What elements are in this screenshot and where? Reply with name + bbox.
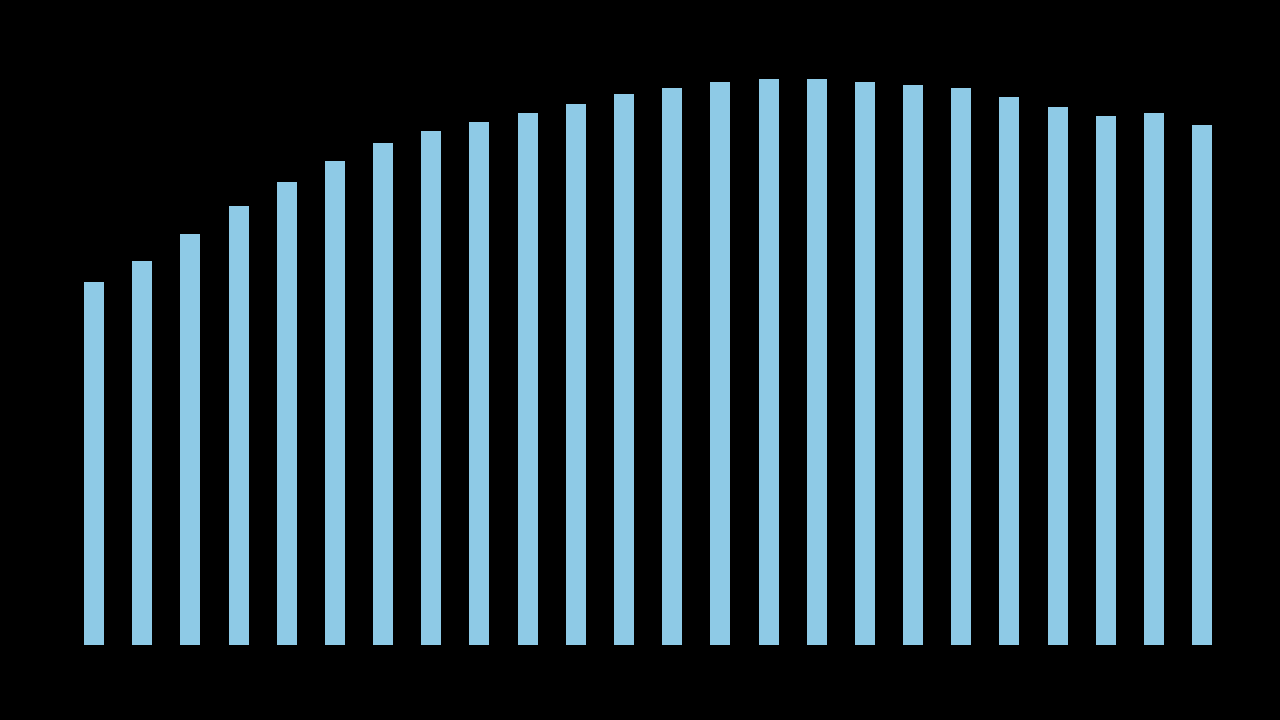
- bar: [855, 82, 875, 645]
- bar: [421, 131, 441, 645]
- bar: [807, 79, 827, 645]
- bar: [325, 161, 345, 645]
- bar: [469, 122, 489, 645]
- bar: [999, 97, 1019, 645]
- bar: [903, 85, 923, 645]
- bar: [373, 143, 393, 645]
- bar: [759, 79, 779, 645]
- bar: [132, 261, 152, 645]
- bar: [1048, 107, 1068, 645]
- bar: [229, 206, 249, 645]
- bar: [566, 104, 586, 645]
- bar: [518, 113, 538, 645]
- bar: [84, 282, 104, 645]
- bar: [662, 88, 682, 645]
- bar: [614, 94, 634, 645]
- chart-container: [0, 0, 1280, 720]
- bar: [710, 82, 730, 645]
- bar: [1096, 116, 1116, 645]
- plot-area: [84, 40, 1210, 645]
- bar: [277, 182, 297, 645]
- bar: [180, 234, 200, 645]
- bar: [1192, 125, 1212, 645]
- bar: [1144, 113, 1164, 645]
- bar: [951, 88, 971, 645]
